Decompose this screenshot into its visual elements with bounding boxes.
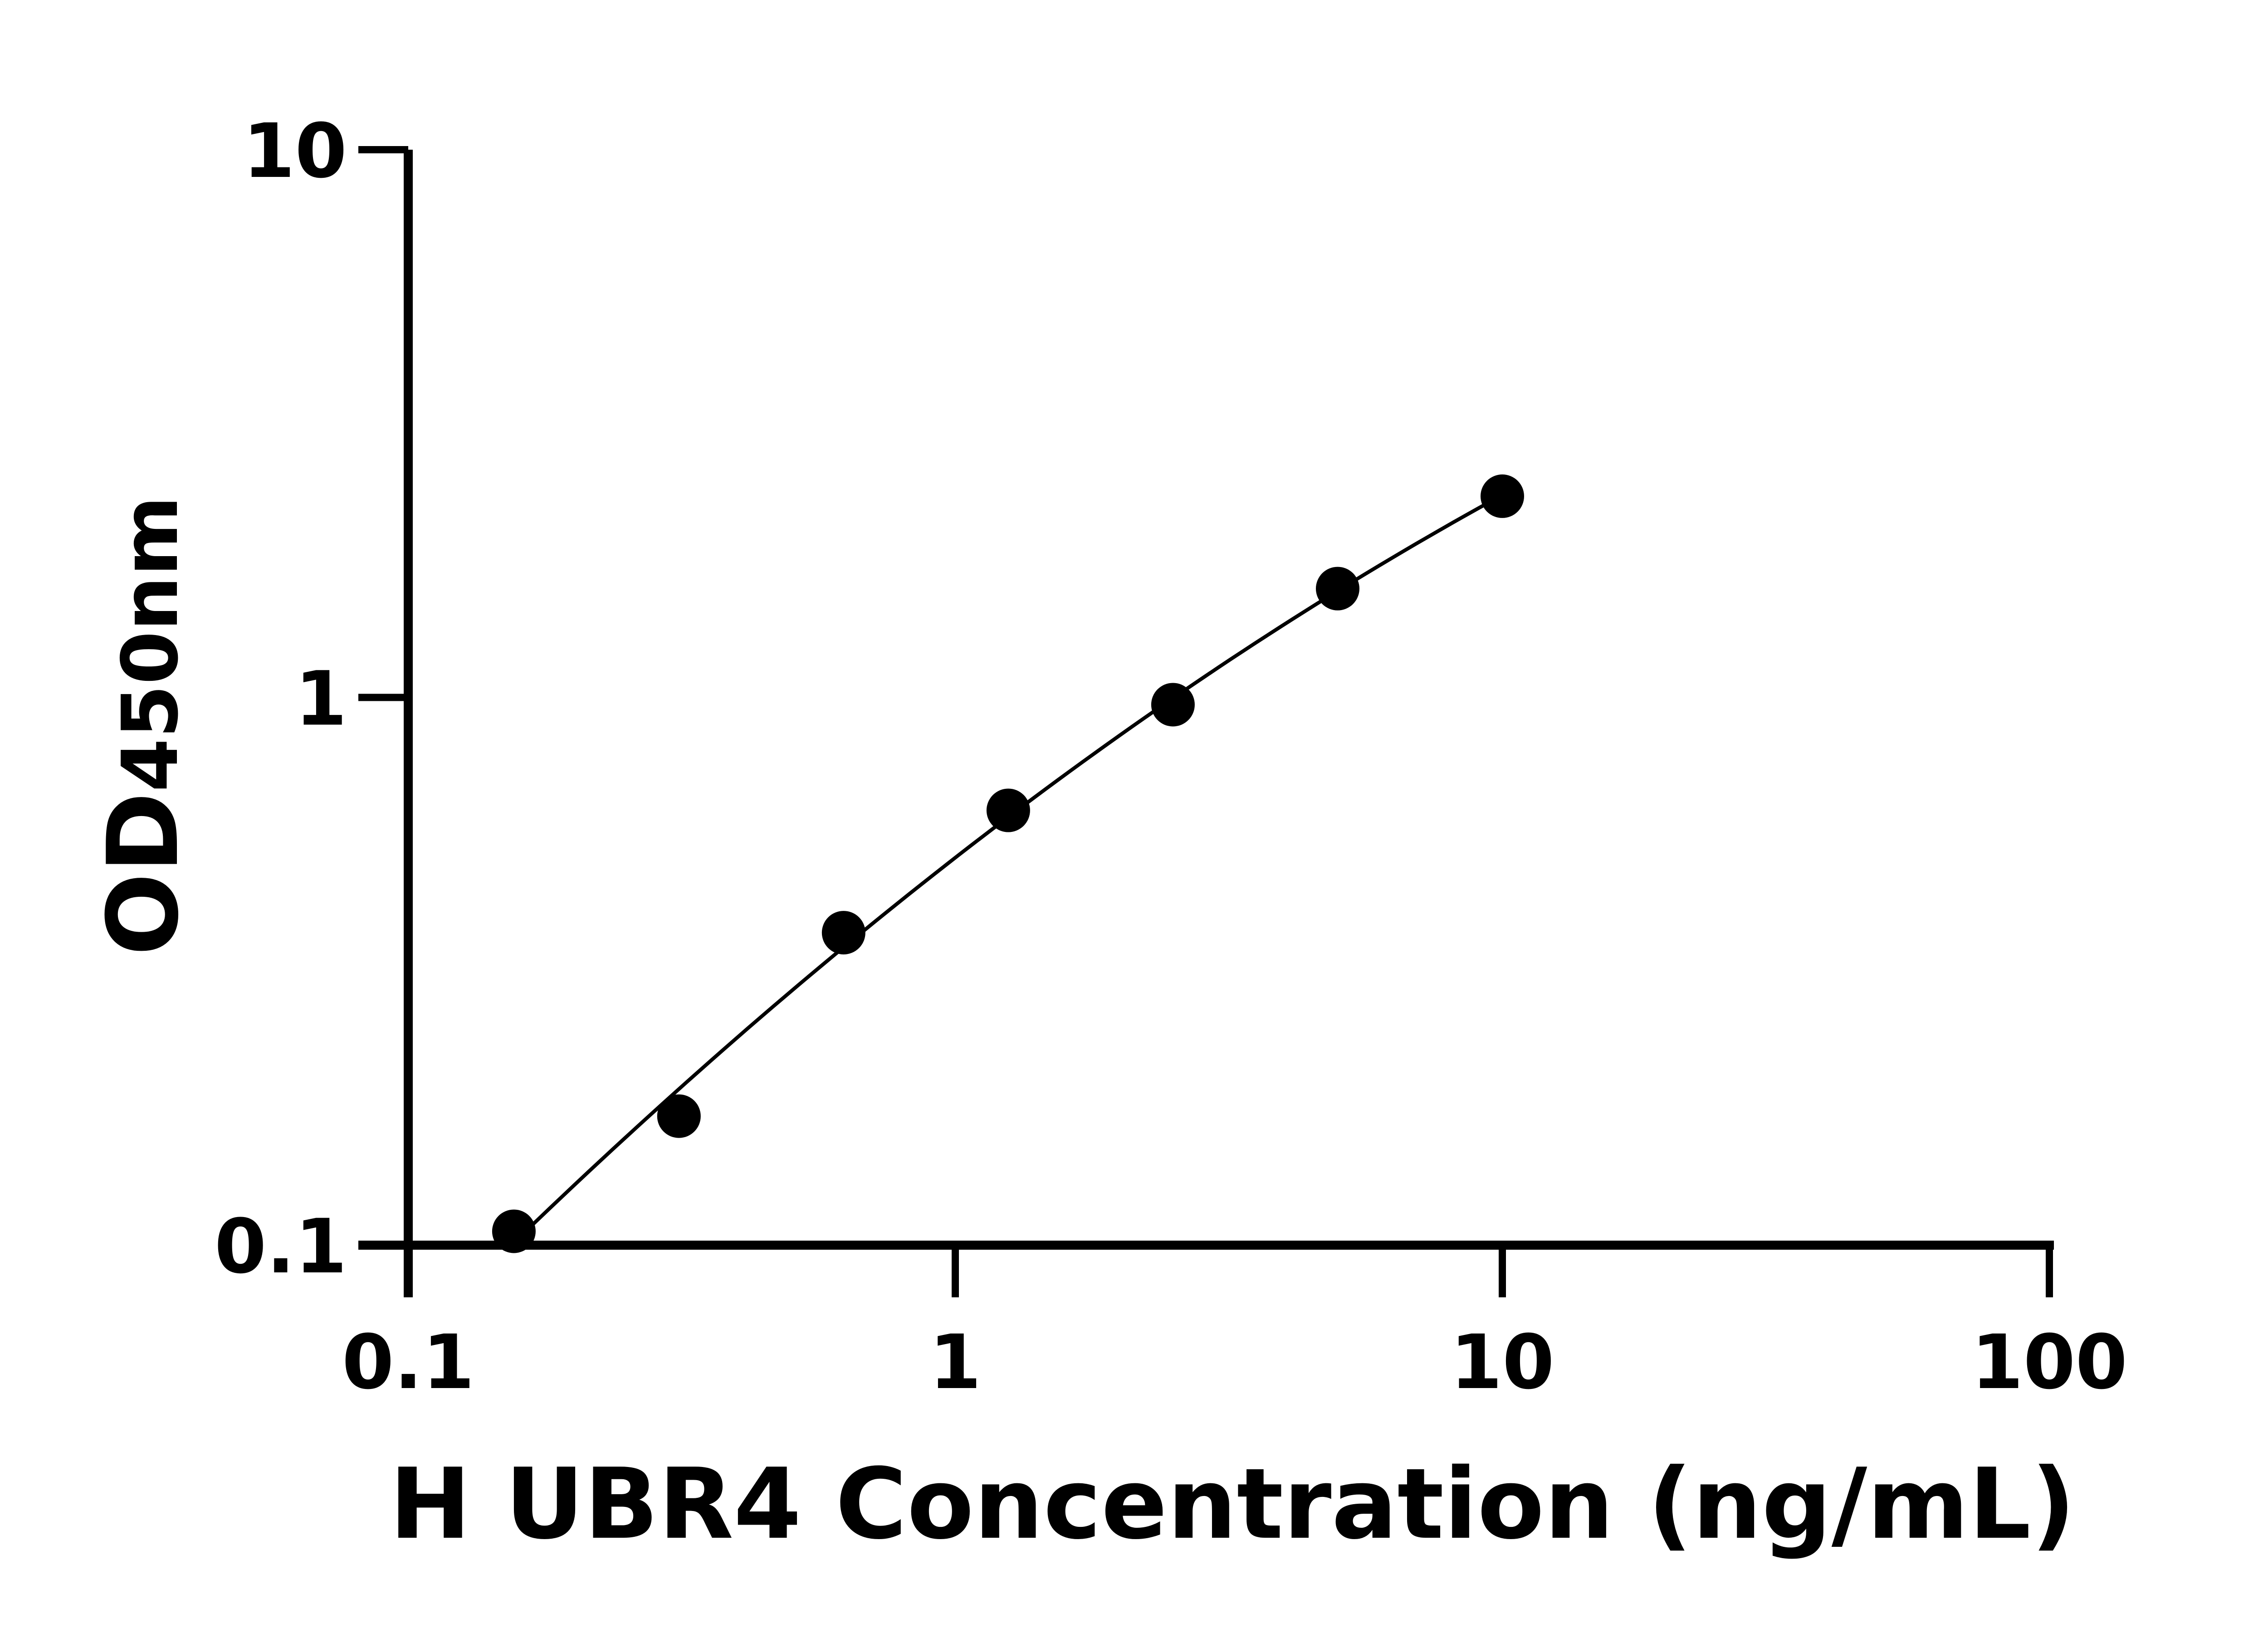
x-tick-label: 1 xyxy=(929,1319,982,1406)
y-axis-label: OD450nm xyxy=(86,496,200,956)
y-tick-label: 0.1 xyxy=(215,1203,347,1290)
fit-curve xyxy=(513,493,1503,1244)
axes xyxy=(358,146,2054,1297)
data-point xyxy=(986,788,1030,832)
x-tick-label: 10 xyxy=(1450,1319,1554,1406)
data-point xyxy=(1151,683,1195,727)
y-axis-label-sub: 450nm xyxy=(106,496,196,792)
y-tick-label: 1 xyxy=(295,655,347,743)
data-point xyxy=(657,1094,701,1138)
data-points xyxy=(492,474,1524,1253)
data-point xyxy=(821,911,865,955)
y-axis-label-main: OD xyxy=(86,792,200,956)
x-tick-label: 0.1 xyxy=(342,1319,474,1406)
x-tick-label: 100 xyxy=(1971,1319,2127,1406)
data-point xyxy=(492,1209,536,1253)
data-point xyxy=(1481,474,1524,518)
y-tick-label: 10 xyxy=(243,108,347,195)
tick-labels: 0.1 1 10 100 0.1 1 10 xyxy=(215,108,2128,1406)
x-axis-label: H UBR4 Concentration (ng/mL) xyxy=(389,1447,2075,1561)
data-point xyxy=(1315,567,1359,611)
